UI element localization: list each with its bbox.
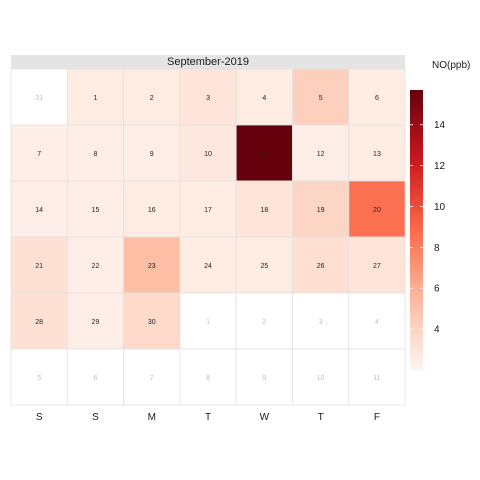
calendar-cell — [179, 180, 237, 238]
panel-title: September-2019 — [167, 56, 249, 68]
calendar-cell — [235, 180, 293, 238]
day-label: 20 — [373, 207, 381, 214]
calendar-cell — [348, 236, 406, 294]
calendar-cell — [292, 292, 350, 350]
calendar-cell — [235, 348, 293, 406]
day-label: 11 — [261, 151, 268, 158]
day-label: 31 — [35, 95, 43, 102]
calendar-cell — [66, 68, 125, 126]
calendar-cell — [123, 180, 181, 238]
day-label: 6 — [93, 375, 97, 382]
day-label: 4 — [375, 319, 379, 326]
day-label: 6 — [375, 95, 379, 102]
weekday-label: T — [318, 412, 324, 423]
day-label: 2 — [262, 319, 266, 326]
panel-strip — [11, 55, 405, 69]
calendar-cell — [10, 348, 68, 406]
calendar-cell — [348, 292, 406, 350]
calendar-cell — [235, 292, 293, 350]
weekday-label: S — [36, 412, 43, 423]
calendar-cell — [292, 124, 350, 182]
calendar-cell — [235, 124, 293, 182]
day-label: 26 — [317, 263, 325, 270]
calendar-cell — [10, 236, 68, 294]
day-label: 11 — [373, 375, 380, 382]
day-label: 5 — [37, 375, 41, 382]
day-label: 1 — [93, 95, 97, 102]
day-label: 3 — [319, 319, 323, 326]
legend-tick-label: 8 — [434, 243, 440, 254]
legend-tick-label: 14 — [434, 120, 446, 131]
day-label: 3 — [206, 95, 210, 102]
day-label: 8 — [93, 151, 97, 158]
day-label: 7 — [37, 151, 41, 158]
calendar-cell — [348, 180, 406, 238]
day-label: 9 — [150, 151, 154, 158]
day-label: 10 — [317, 375, 325, 382]
calendar-cell — [10, 180, 68, 238]
day-label: 18 — [260, 207, 268, 214]
calendar-cell — [179, 348, 237, 406]
day-label: 19 — [317, 207, 325, 214]
weekday-label: M — [148, 412, 156, 423]
calendar-cell — [10, 68, 68, 126]
day-label: 12 — [317, 151, 325, 158]
calendar-cell — [348, 348, 406, 406]
calendar-cell — [292, 180, 350, 238]
legend-colorbar — [410, 90, 423, 370]
calendar-cell — [292, 348, 350, 406]
calendar-cell — [10, 124, 68, 182]
calendar-cell — [123, 68, 181, 126]
calendar-cell — [123, 348, 181, 406]
day-label: 27 — [373, 263, 381, 270]
legend-tick-label: 10 — [434, 202, 446, 213]
calendar-cell — [235, 236, 293, 294]
calendar-cell — [66, 292, 125, 350]
legend-title: NO(ppb) — [432, 60, 471, 71]
legend-tick-label: 4 — [434, 325, 440, 336]
day-label: 7 — [150, 375, 154, 382]
legend-tick-label: 6 — [434, 284, 440, 295]
day-label: 29 — [92, 319, 100, 326]
day-label: 14 — [35, 207, 43, 214]
calendar-cell — [123, 236, 181, 294]
day-label: 8 — [206, 375, 210, 382]
day-label: 17 — [204, 207, 212, 214]
calendar-cell — [66, 180, 125, 238]
day-label: 2 — [150, 95, 154, 102]
day-label: 10 — [204, 151, 212, 158]
day-label: 5 — [319, 95, 323, 102]
day-label: 28 — [35, 319, 43, 326]
day-label: 30 — [148, 319, 156, 326]
day-label: 9 — [262, 375, 266, 382]
calendar-cell — [292, 236, 350, 294]
legend-tick-label: 12 — [434, 161, 446, 172]
day-label: 25 — [260, 263, 268, 270]
calendar-cell — [66, 124, 125, 182]
day-label: 13 — [373, 151, 381, 158]
day-label: 22 — [92, 263, 100, 270]
calendar-cell — [348, 68, 406, 126]
weekday-label: S — [92, 412, 99, 423]
day-label: 4 — [262, 95, 266, 102]
weekday-label: F — [374, 412, 380, 423]
weekday-label: T — [205, 412, 211, 423]
day-label: 1 — [206, 319, 210, 326]
day-label: 21 — [35, 263, 43, 270]
weekday-label: W — [260, 412, 270, 423]
day-label: 16 — [148, 207, 156, 214]
day-label: 15 — [92, 207, 100, 214]
day-label: 24 — [204, 263, 212, 270]
day-label: 23 — [148, 263, 156, 270]
